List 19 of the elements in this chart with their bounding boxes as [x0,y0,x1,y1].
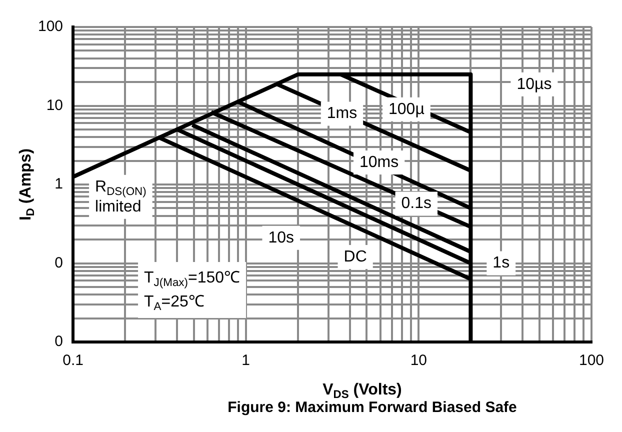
annotation: DC [344,248,367,266]
x-tick-label: 100 [578,352,604,370]
annotation: 0.1s [401,195,432,212]
y-axis-title: ID (Amps) [17,148,37,221]
y-tick-label: 1 [54,176,64,193]
y-tick-label: 0 [54,333,64,350]
y-tick-label: 0 [54,254,64,272]
annotation: 10s [268,229,294,246]
caption: Figure 9: Maximum Forward Biased Safe [228,399,517,416]
y-tick-label: 100 [38,18,64,36]
annotation: 1s [492,254,510,272]
y-tick-label: 10 [46,96,64,114]
annotation: 100µ [388,100,424,118]
annotation: 10ms [360,154,399,171]
x-tick-label: 10 [410,352,428,370]
x-tick-label: 0.1 [62,352,84,370]
annotation: 1ms [326,105,358,122]
x-tick-label: 1 [242,352,250,370]
annotation: 10µs [516,76,552,93]
